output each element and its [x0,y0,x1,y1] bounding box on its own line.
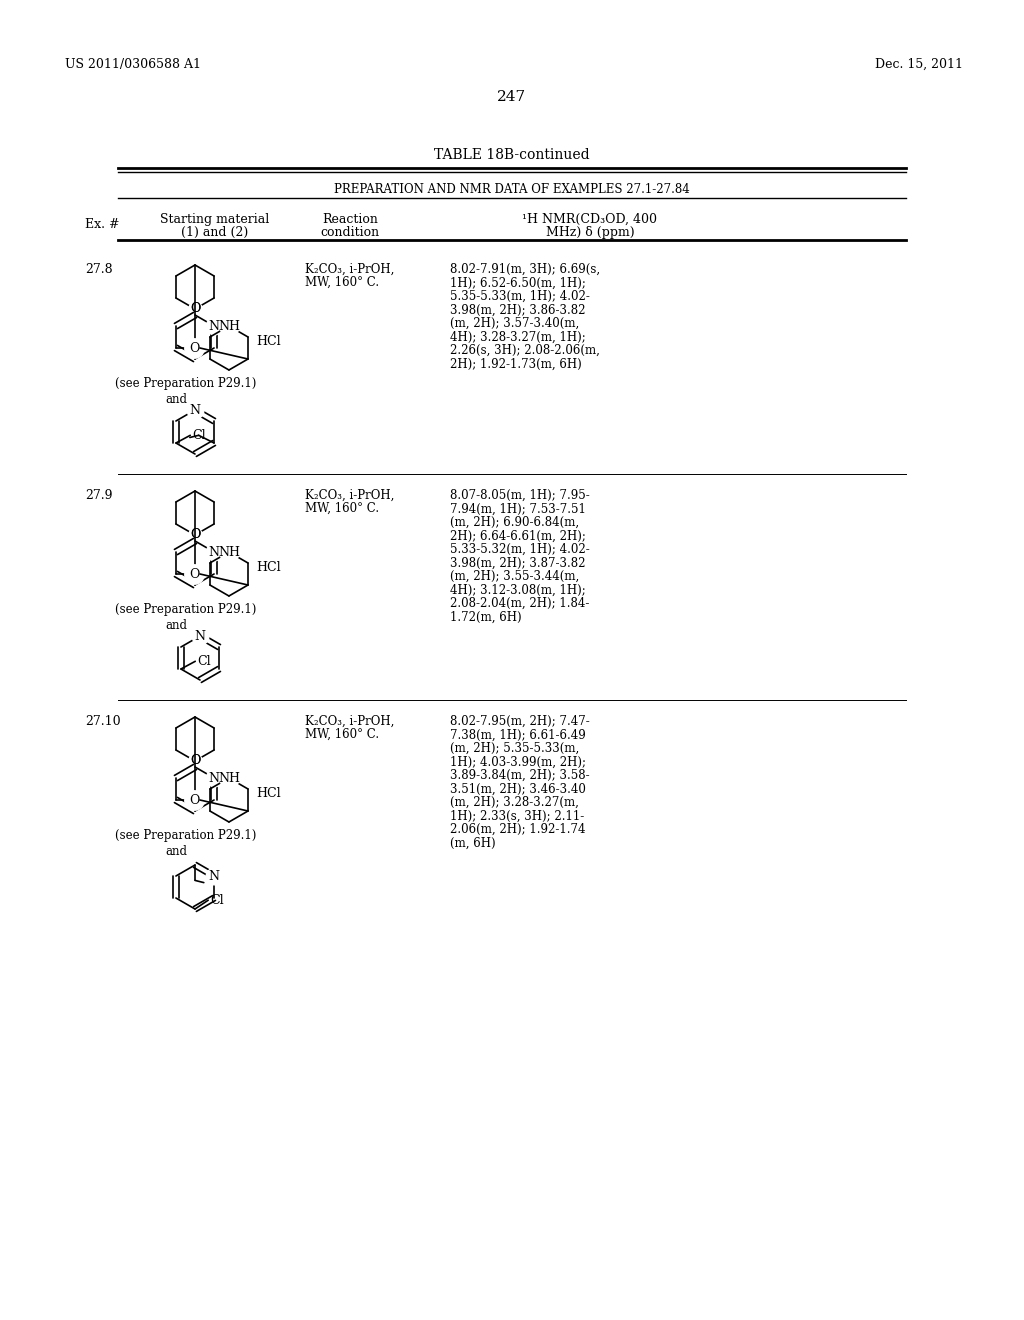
Text: TABLE 18B-continued: TABLE 18B-continued [434,148,590,162]
Text: 7.94(m, 1H); 7.53-7.51: 7.94(m, 1H); 7.53-7.51 [450,503,586,516]
Text: N: N [209,319,219,333]
Text: MW, 160° C.: MW, 160° C. [305,276,379,289]
Text: 2.26(s, 3H); 2.08-2.06(m,: 2.26(s, 3H); 2.08-2.06(m, [450,345,600,356]
Text: 3.98(m, 2H); 3.86-3.82: 3.98(m, 2H); 3.86-3.82 [450,304,586,317]
Text: 247: 247 [498,90,526,104]
Text: HCl: HCl [256,561,281,574]
Text: 3.89-3.84(m, 2H); 3.58-: 3.89-3.84(m, 2H); 3.58- [450,770,590,781]
Text: (m, 2H); 6.90-6.84(m,: (m, 2H); 6.90-6.84(m, [450,516,580,529]
Text: (see Preparation P29.1): (see Preparation P29.1) [115,603,256,616]
Text: 27.8: 27.8 [85,263,113,276]
Text: ¹H NMR(CD₃OD, 400: ¹H NMR(CD₃OD, 400 [522,213,657,226]
Text: 4H); 3.28-3.27(m, 1H);: 4H); 3.28-3.27(m, 1H); [450,330,586,343]
Text: 1H); 4.03-3.99(m, 2H);: 1H); 4.03-3.99(m, 2H); [450,755,586,768]
Text: O: O [189,302,200,315]
Text: 8.07-8.05(m, 1H); 7.95-: 8.07-8.05(m, 1H); 7.95- [450,488,590,502]
Text: N: N [209,870,219,883]
Text: O: O [188,568,199,581]
Text: 8.02-7.95(m, 2H); 7.47-: 8.02-7.95(m, 2H); 7.47- [450,715,590,729]
Text: O: O [189,528,200,541]
Text: 27.9: 27.9 [85,488,113,502]
Text: 8.02-7.91(m, 3H); 6.69(s,: 8.02-7.91(m, 3H); 6.69(s, [450,263,600,276]
Text: (m, 2H); 5.35-5.33(m,: (m, 2H); 5.35-5.33(m, [450,742,580,755]
Text: (m, 2H); 3.55-3.44(m,: (m, 2H); 3.55-3.44(m, [450,570,580,583]
Text: 1H); 2.33(s, 3H); 2.11-: 1H); 2.33(s, 3H); 2.11- [450,809,585,822]
Text: Dec. 15, 2011: Dec. 15, 2011 [874,58,963,71]
Text: HCl: HCl [256,787,281,800]
Text: N: N [209,545,219,558]
Text: 3.98(m, 2H); 3.87-3.82: 3.98(m, 2H); 3.87-3.82 [450,557,586,569]
Text: N: N [209,771,219,784]
Text: and: and [165,619,187,632]
Text: 7.38(m, 1H); 6.61-6.49: 7.38(m, 1H); 6.61-6.49 [450,729,586,742]
Text: 27.10: 27.10 [85,715,121,729]
Text: Cl: Cl [198,655,211,668]
Text: (see Preparation P29.1): (see Preparation P29.1) [115,378,256,389]
Text: Cl: Cl [193,429,206,442]
Text: US 2011/0306588 A1: US 2011/0306588 A1 [65,58,201,71]
Text: 2.06(m, 2H); 1.92-1.74: 2.06(m, 2H); 1.92-1.74 [450,822,586,836]
Text: 2.08-2.04(m, 2H); 1.84-: 2.08-2.04(m, 2H); 1.84- [450,597,590,610]
Text: NH: NH [218,771,240,784]
Text: 3.51(m, 2H); 3.46-3.40: 3.51(m, 2H); 3.46-3.40 [450,783,586,796]
Text: Ex. #: Ex. # [85,218,120,231]
Text: 5.33-5.32(m, 1H); 4.02-: 5.33-5.32(m, 1H); 4.02- [450,543,590,556]
Text: PREPARATION AND NMR DATA OF EXAMPLES 27.1-27.84: PREPARATION AND NMR DATA OF EXAMPLES 27.… [334,183,690,195]
Text: NH: NH [218,319,240,333]
Text: O: O [189,528,200,541]
Text: MW, 160° C.: MW, 160° C. [305,502,379,515]
Text: (m, 6H): (m, 6H) [450,837,496,850]
Text: MW, 160° C.: MW, 160° C. [305,729,379,741]
Text: NH: NH [218,545,240,558]
Text: O: O [188,342,199,355]
Text: K₂CO₃, i-PrOH,: K₂CO₃, i-PrOH, [305,488,394,502]
Text: (see Preparation P29.1): (see Preparation P29.1) [115,829,256,842]
Text: 5.35-5.33(m, 1H); 4.02-: 5.35-5.33(m, 1H); 4.02- [450,290,590,304]
Text: 1H); 6.52-6.50(m, 1H);: 1H); 6.52-6.50(m, 1H); [450,276,586,289]
Text: (m, 2H); 3.28-3.27(m,: (m, 2H); 3.28-3.27(m, [450,796,579,809]
Text: Starting material: Starting material [161,213,269,226]
Text: 4H); 3.12-3.08(m, 1H);: 4H); 3.12-3.08(m, 1H); [450,583,586,597]
Text: 1.72(m, 6H): 1.72(m, 6H) [450,610,521,623]
Text: 2H); 1.92-1.73(m, 6H): 2H); 1.92-1.73(m, 6H) [450,358,582,371]
Text: N: N [189,404,201,417]
Text: 2H); 6.64-6.61(m, 2H);: 2H); 6.64-6.61(m, 2H); [450,529,586,543]
Text: O: O [189,755,200,767]
Text: O: O [189,302,200,315]
Text: (1) and (2): (1) and (2) [181,226,249,239]
Text: (m, 2H); 3.57-3.40(m,: (m, 2H); 3.57-3.40(m, [450,317,580,330]
Text: MHz) δ (ppm): MHz) δ (ppm) [546,226,634,239]
Text: condition: condition [321,226,380,239]
Text: O: O [188,793,199,807]
Text: and: and [165,845,187,858]
Text: K₂CO₃, i-PrOH,: K₂CO₃, i-PrOH, [305,263,394,276]
Text: Reaction: Reaction [323,213,378,226]
Text: HCl: HCl [256,335,281,348]
Text: and: and [165,393,187,407]
Text: O: O [189,755,200,767]
Text: Cl: Cl [210,894,224,907]
Text: N: N [195,630,206,643]
Text: K₂CO₃, i-PrOH,: K₂CO₃, i-PrOH, [305,715,394,729]
